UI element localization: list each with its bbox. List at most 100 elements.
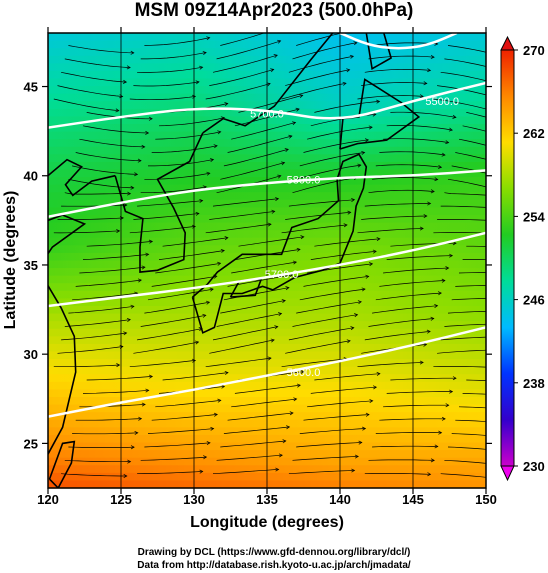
streamline-arrow [130,50,135,55]
streamline-arrow [199,65,204,70]
streamline [310,386,377,394]
streamline [303,276,369,287]
streamline [383,267,449,274]
streamline-arrow [138,416,143,421]
streamline-arrow [365,412,370,417]
streamline-arrow [441,152,446,157]
streamline-arrow [191,94,197,99]
streamline-arrow [376,99,381,104]
streamline-arrow [449,253,454,258]
streamline-arrow [430,458,435,463]
streamline [285,69,350,86]
streamline [79,266,145,274]
streamline-arrow [521,409,524,412]
streamline-arrow [300,235,305,240]
streamline [86,376,153,381]
streamline [212,469,279,475]
streamline [372,42,438,46]
streamline-arrow [141,402,146,407]
streamline [444,323,486,327]
streamline-arrow [516,166,520,169]
streamline [390,111,456,118]
streamline [64,459,131,463]
streamline-arrow [430,316,435,321]
streamline [72,165,138,175]
streamline-arrow [350,326,355,331]
streamline-arrow [369,399,374,403]
streamline-arrow [369,262,374,267]
streamline [61,204,127,207]
streamline-arrow [368,125,373,130]
streamline [137,328,203,341]
longitude-gridlines [120,33,414,488]
streamline-arrow [274,325,279,330]
streamline [299,428,366,434]
streamline-arrow [525,259,528,262]
y-tick-label: 45 [24,80,38,95]
streamline-arrow [296,383,301,388]
streamline [433,232,486,234]
streamline [140,186,207,194]
streamline [148,159,214,167]
streamline-arrow [277,312,283,316]
streamline-arrow [270,338,275,343]
streamline-arrow [123,203,128,208]
streamline-arrow [346,339,351,344]
streamline-arrow [191,358,197,363]
streamline-arrow [292,260,298,265]
streamline [220,162,285,180]
streamline-arrow [427,68,432,73]
streamline-arrow [205,300,211,305]
streamline-arrow [115,108,120,113]
streamline [64,58,131,68]
streamline [75,279,142,287]
streamline [205,357,272,368]
streamline-arrow [441,278,446,283]
streamline [144,37,210,46]
streamline-arrow [285,286,290,291]
streamline [227,135,292,153]
coastline-segment [191,153,368,334]
streamline-arrow [145,388,150,393]
streamline [288,199,355,207]
streamline [307,400,373,408]
streamline [466,245,486,247]
streamline [451,165,486,174]
streamline [314,101,380,113]
colorbar-tick-label: 238 [523,376,545,391]
streamline-arrow [426,329,431,334]
x-tick-label: 145 [402,492,424,507]
y-axis: 25 30 35 40 45 [24,80,492,451]
streamline [455,285,486,287]
streamline-arrow [210,426,215,431]
streamline [364,203,431,207]
streamline [433,366,486,368]
streamline [307,126,373,140]
streamline [314,238,380,247]
streamline [231,122,296,140]
streamline-arrow [224,370,229,375]
streamline-arrow [518,422,521,425]
streamline [209,339,275,354]
streamline-arrow [342,81,347,86]
streamline [57,346,123,354]
streamline-arrow [191,224,196,229]
streamline-arrow [130,304,135,309]
streamline-arrow [119,344,124,349]
streamline [216,40,281,60]
streamline-arrow [349,54,355,59]
streamline [162,372,229,381]
streamline [220,440,286,448]
streamline [451,298,486,301]
streamline-arrow [141,265,146,270]
streamline-arrow [148,116,153,121]
streamline-arrow [430,55,435,59]
streamline [440,71,486,82]
streamline-arrow [220,248,225,253]
streamline-arrow [123,331,128,336]
colorbar-ticks: 230 238 246 254 262 270 [514,43,545,474]
coastline-segment [365,33,393,70]
height-contour [48,81,486,129]
streamline [466,379,486,381]
streamline-arrow [126,65,131,70]
